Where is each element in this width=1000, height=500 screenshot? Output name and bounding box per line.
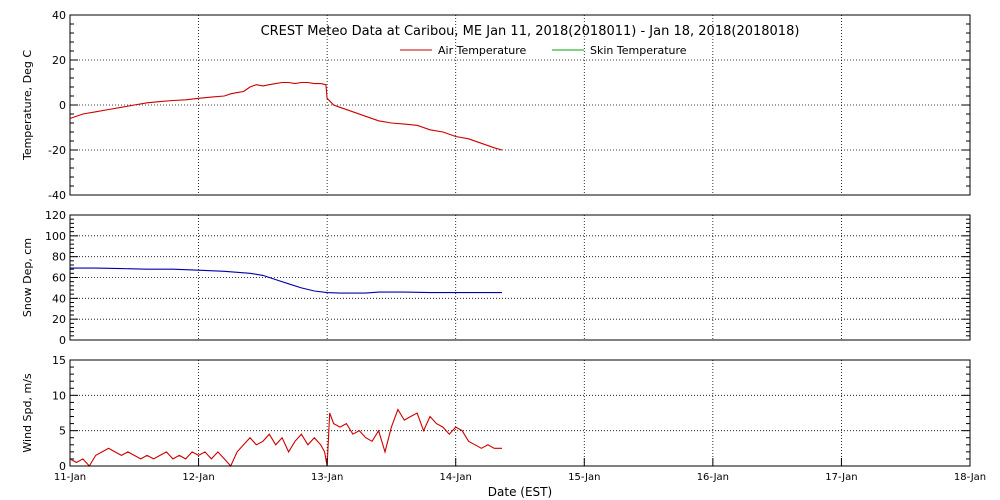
x-tick-label: 12-Jan — [182, 472, 214, 483]
legend-air-label: Air Temperature — [438, 44, 527, 57]
y-tick-label: 40 — [52, 292, 66, 305]
series-line-1-0 — [70, 267, 502, 294]
y-tick-label: 0 — [59, 99, 66, 112]
y-tick-label: -40 — [48, 189, 66, 202]
y-tick-label: 120 — [45, 209, 66, 222]
y-tick-label: 5 — [59, 425, 66, 438]
y-tick-label: 20 — [52, 54, 66, 67]
x-tick-label: 13-Jan — [311, 472, 343, 483]
panel-1: 0 20 40 60 80 100 120 Snow Dep, cm — [21, 209, 971, 347]
y-tick-label: 0 — [59, 334, 66, 347]
legend-skin-label: Skin Temperature — [590, 44, 687, 57]
series-line-0-0 — [69, 81, 503, 151]
x-tick-label: 16-Jan — [697, 472, 729, 483]
x-tick-label: 15-Jan — [568, 472, 600, 483]
panel-frame — [69, 359, 971, 467]
y-axis-label: Snow Dep, cm — [21, 238, 34, 317]
panel-frame — [69, 214, 971, 341]
y-axis-label: Temperature, Deg C — [21, 50, 34, 161]
x-tick-label: 14-Jan — [440, 472, 472, 483]
y-tick-label: 0 — [59, 460, 66, 473]
panel-frame — [69, 14, 971, 196]
y-tick-label: 100 — [45, 230, 66, 243]
x-axis-label: Date (EST) — [488, 485, 552, 499]
y-tick-label: 80 — [52, 251, 66, 264]
y-tick-label: -20 — [48, 144, 66, 157]
x-tick-label: 11-Jan — [54, 472, 86, 483]
series-line-2-0 — [69, 408, 502, 467]
panel-0: -40 -20 0 20 40 Temperature, Deg C — [21, 9, 971, 202]
y-tick-label: 15 — [52, 354, 66, 367]
y-tick-label: 20 — [52, 313, 66, 326]
panel-2: 0 5 10 15 Wind Spd, m/s — [21, 354, 971, 473]
y-tick-label: 40 — [52, 9, 66, 22]
chart-title: CREST Meteo Data at Caribou, ME Jan 11, … — [261, 24, 800, 39]
y-tick-label: 60 — [52, 272, 66, 285]
legend: Air Temperature Skin Temperature — [400, 44, 687, 57]
y-tick-label: 10 — [52, 389, 66, 402]
x-tick-label: 18-Jan — [954, 472, 986, 483]
x-tick-label: 17-Jan — [825, 472, 857, 483]
y-axis-label: Wind Spd, m/s — [21, 373, 34, 453]
